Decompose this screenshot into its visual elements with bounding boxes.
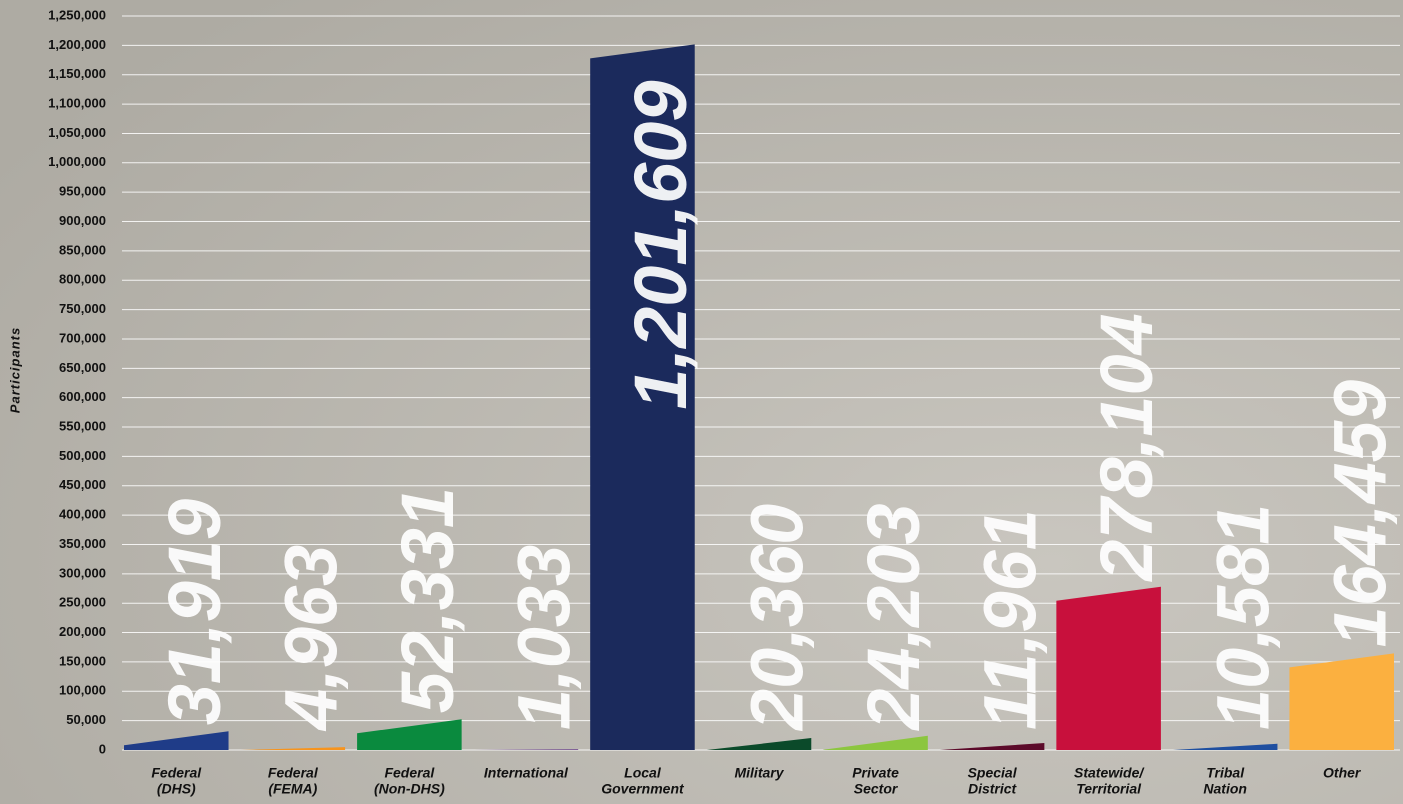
x-tick-label: Government	[601, 781, 685, 797]
y-tick-label: 1,200,000	[48, 37, 106, 52]
y-tick-label: 500,000	[59, 448, 106, 463]
y-tick-label: 50,000	[66, 712, 106, 727]
y-tick-label: 550,000	[59, 418, 106, 433]
y-tick-label: 600,000	[59, 389, 106, 404]
y-tick-label: 750,000	[59, 301, 106, 316]
y-tick-label: 450,000	[59, 477, 106, 492]
y-tick-label: 950,000	[59, 184, 106, 199]
y-tick-label: 150,000	[59, 653, 106, 668]
x-tick-label: Nation	[1203, 781, 1247, 797]
x-tick-label: International	[484, 765, 569, 781]
x-tick-label: (Non-DHS)	[374, 781, 445, 797]
value-label: 4,963	[269, 545, 352, 732]
x-tick-label: Military	[734, 765, 784, 781]
x-tick-label: District	[968, 781, 1018, 797]
y-tick-label: 350,000	[59, 536, 106, 551]
bar	[823, 735, 928, 750]
value-label: 278,104	[1085, 313, 1168, 583]
x-tick-label: Tribal	[1206, 765, 1245, 781]
value-label: 1,201,609	[619, 80, 702, 409]
bar	[590, 44, 695, 750]
y-tick-label: 100,000	[59, 683, 106, 698]
x-tick-label: Federal	[151, 765, 202, 781]
bar	[1172, 743, 1278, 750]
y-tick-label: 400,000	[59, 507, 106, 522]
y-tick-label: 200,000	[59, 624, 106, 639]
x-tick-label: Local	[624, 765, 662, 781]
bar	[357, 719, 462, 750]
value-label: 1,033	[502, 545, 585, 730]
y-tick-label: 1,000,000	[48, 154, 106, 169]
value-label: 11,961	[969, 509, 1052, 730]
bar	[473, 749, 579, 750]
bar	[1056, 586, 1161, 750]
value-label: 10,581	[1202, 504, 1285, 730]
bar	[706, 738, 812, 750]
x-tick-label: Sector	[854, 781, 899, 797]
x-tick-label: Special	[968, 765, 1018, 781]
value-label: 164,459	[1318, 380, 1401, 648]
bar	[1289, 653, 1394, 750]
value-label: 24,203	[852, 503, 935, 731]
x-tick-label: Other	[1323, 765, 1362, 781]
y-axis-title: Participants	[7, 327, 22, 413]
y-tick-label: 850,000	[59, 242, 106, 257]
y-tick-label: 250,000	[59, 595, 106, 610]
x-tick-label: Private	[852, 765, 899, 781]
x-tick-label: Federal	[384, 765, 435, 781]
y-tick-label: 1,100,000	[48, 96, 106, 111]
y-tick-label: 1,050,000	[48, 125, 106, 140]
value-label: 31,919	[153, 499, 236, 725]
y-tick-label: 800,000	[59, 272, 106, 287]
y-tick-label: 0	[99, 741, 106, 756]
x-tick-label: (DHS)	[157, 781, 196, 797]
y-tick-label: 900,000	[59, 213, 106, 228]
x-tick-label: Territorial	[1076, 781, 1142, 797]
y-tick-label: 650,000	[59, 360, 106, 375]
bar	[124, 731, 229, 750]
y-tick-label: 300,000	[59, 565, 106, 580]
y-tick-label: 700,000	[59, 330, 106, 345]
bar	[939, 742, 1045, 750]
y-tick-label: 1,250,000	[48, 7, 106, 22]
x-tick-label: (FEMA)	[268, 781, 317, 797]
bar	[240, 747, 346, 750]
value-label: 52,331	[386, 487, 469, 713]
x-tick-label: Statewide/	[1074, 765, 1145, 781]
y-tick-label: 1,150,000	[48, 66, 106, 81]
value-label: 20,360	[736, 504, 819, 732]
x-tick-label: Federal	[268, 765, 319, 781]
